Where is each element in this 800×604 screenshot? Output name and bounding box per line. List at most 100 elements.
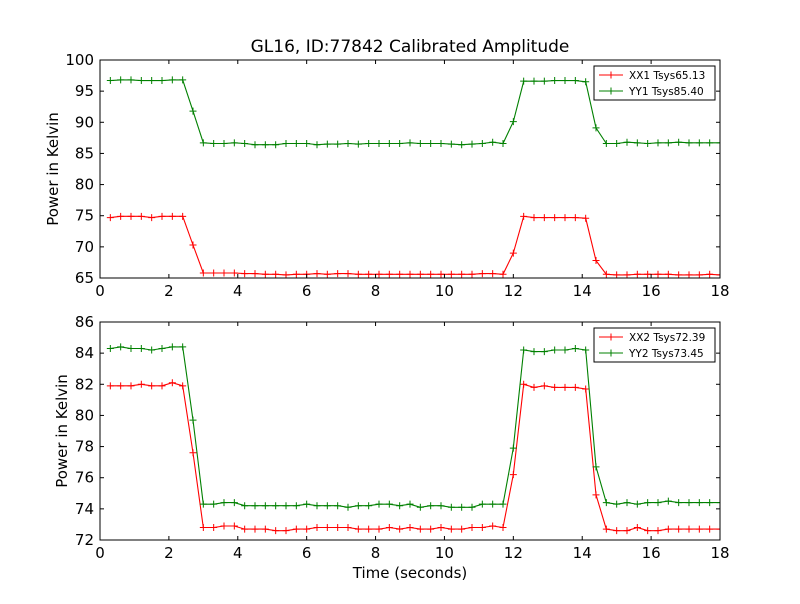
data-point (613, 139, 621, 147)
y-tick-label: 76 (75, 469, 94, 487)
data-point (313, 502, 321, 510)
data-point (437, 524, 445, 532)
data-point (499, 139, 507, 147)
data-point (272, 270, 280, 278)
y-tick-label: 65 (75, 269, 94, 287)
data-point (499, 270, 507, 278)
data-point (272, 502, 280, 510)
y-tick-label: 72 (75, 531, 94, 549)
y-tick-label: 100 (65, 51, 94, 69)
data-point (447, 140, 455, 148)
data-point (406, 139, 414, 147)
x-tick-label: 6 (302, 544, 312, 562)
data-point (261, 502, 269, 510)
y-tick-label: 78 (75, 438, 94, 456)
data-point (158, 212, 166, 220)
legend-label: XX1 Tsys65.13 (629, 70, 705, 82)
x-tick-label: 0 (95, 282, 105, 300)
series-line (110, 382, 720, 532)
data-point (106, 77, 114, 85)
data-point (520, 77, 528, 85)
data-point (375, 525, 383, 533)
data-point (375, 500, 383, 508)
data-point (313, 141, 321, 149)
data-point (241, 270, 249, 278)
data-point (520, 380, 528, 388)
data-point (137, 380, 145, 388)
data-point (478, 139, 486, 147)
legend-swatch-marker (607, 87, 615, 95)
data-point (685, 525, 693, 533)
data-point (303, 139, 311, 147)
data-point (582, 346, 590, 354)
legend-label: YY1 Tsys85.40 (628, 86, 704, 98)
data-point (148, 346, 156, 354)
x-tick-label: 14 (573, 544, 592, 562)
data-point (613, 500, 621, 508)
data-point (179, 343, 187, 351)
data-point (602, 139, 610, 147)
series-line (110, 346, 720, 508)
data-point (148, 382, 156, 390)
data-point (695, 139, 703, 147)
data-point (385, 139, 393, 147)
data-point (241, 525, 249, 533)
data-point (334, 524, 342, 532)
data-point (282, 139, 290, 147)
data-point (416, 503, 424, 511)
data-point (334, 270, 342, 278)
data-point (199, 524, 207, 532)
data-point (664, 139, 672, 147)
data-point (220, 522, 228, 530)
data-point (179, 212, 187, 220)
data-point (561, 214, 569, 222)
legend-swatch-marker (607, 349, 615, 357)
data-point (468, 524, 476, 532)
data-point (189, 241, 197, 249)
y-tick-label: 80 (75, 406, 94, 424)
data-point (499, 524, 507, 532)
data-point (592, 463, 600, 471)
data-point (509, 249, 517, 257)
y-tick-label: 86 (75, 313, 94, 331)
x-tick-label: 8 (371, 544, 381, 562)
data-point (499, 500, 507, 508)
data-point (664, 497, 672, 505)
y-tick-label: 84 (75, 344, 94, 362)
data-point (695, 525, 703, 533)
data-point (179, 382, 187, 390)
data-point (675, 499, 683, 507)
data-point (633, 270, 641, 278)
data-point (106, 382, 114, 390)
data-point (716, 271, 720, 278)
data-point (602, 525, 610, 533)
data-point (251, 270, 259, 278)
data-point (406, 524, 414, 532)
data-point (530, 214, 538, 222)
data-point (447, 270, 455, 278)
data-point (468, 140, 476, 148)
legend-box (593, 327, 716, 363)
data-point (396, 502, 404, 510)
data-point (199, 500, 207, 508)
series-xx2 (106, 379, 720, 535)
data-point (551, 346, 559, 354)
data-point (292, 525, 300, 533)
data-point (375, 139, 383, 147)
x-tick-label: 14 (573, 282, 592, 300)
data-point (272, 527, 280, 535)
data-point (385, 270, 393, 278)
data-point (210, 524, 218, 532)
data-point (540, 77, 548, 85)
data-point (437, 502, 445, 510)
data-point (261, 270, 269, 278)
y-tick-label: 75 (75, 207, 94, 225)
data-point (623, 499, 631, 507)
data-point (220, 139, 228, 147)
data-point (685, 271, 693, 278)
data-point (137, 77, 145, 85)
data-point (706, 270, 714, 278)
data-point (272, 141, 280, 149)
data-point (241, 502, 249, 510)
